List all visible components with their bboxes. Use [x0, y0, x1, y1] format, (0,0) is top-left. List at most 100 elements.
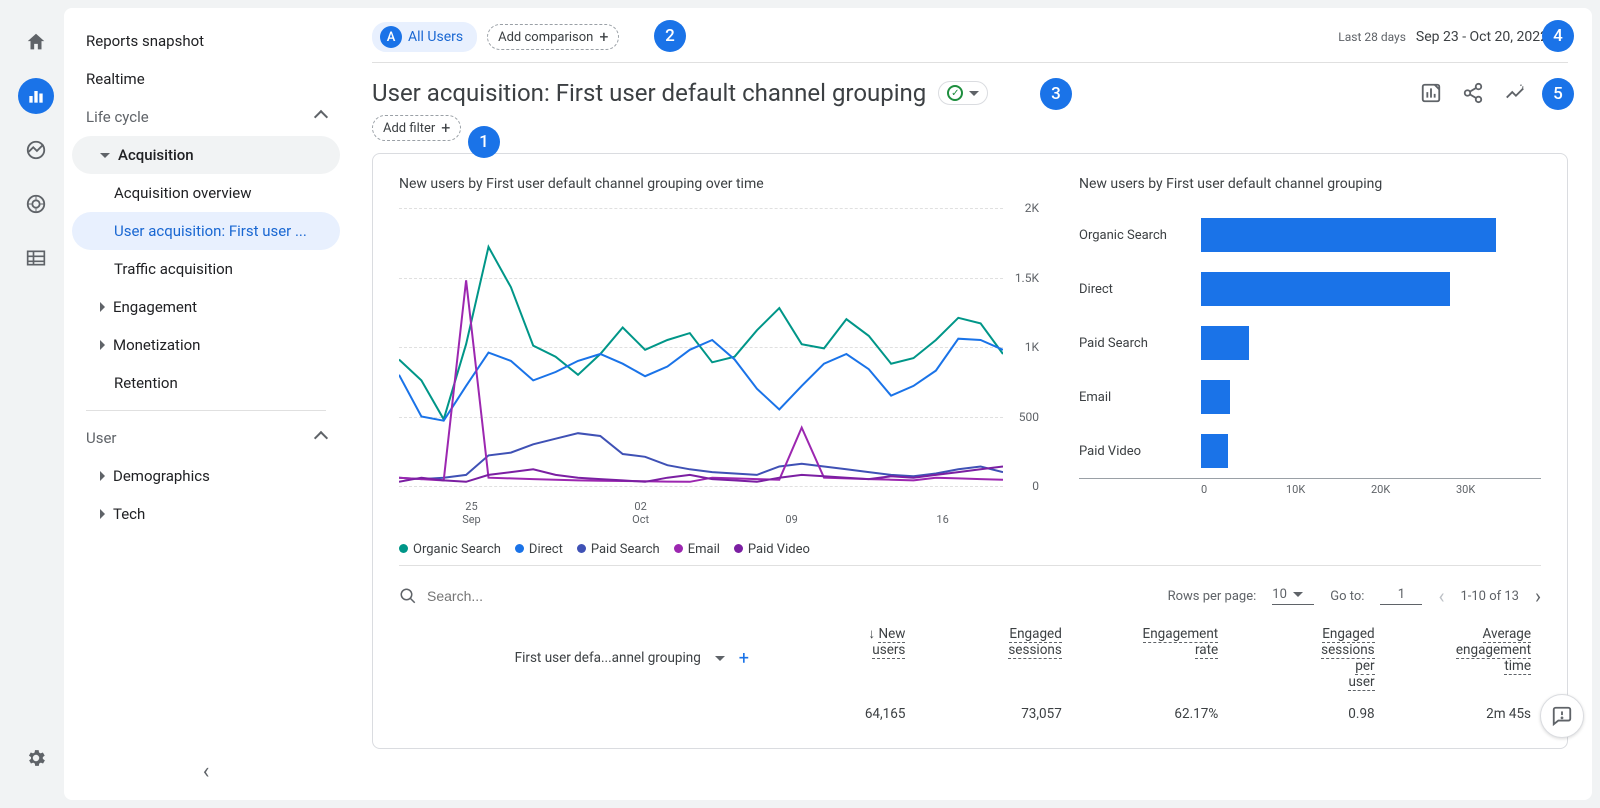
chip-all-users-label: All Users	[408, 29, 463, 45]
explore-icon[interactable]	[18, 132, 54, 168]
add-comparison-label: Add comparison	[498, 30, 593, 45]
bar-fill	[1201, 218, 1496, 252]
annotation-3: 3	[1040, 78, 1072, 110]
table-header[interactable]: ↓ Newusers	[759, 626, 915, 690]
date-range-picker[interactable]: Last 28 days Sep 23 - Oct 20, 2022	[1338, 29, 1568, 45]
sidebar-section-lifecycle[interactable]: Life cycle	[72, 98, 340, 136]
table-header[interactable]: Engagementrate	[1072, 626, 1228, 690]
sidebar-section-user[interactable]: User	[72, 419, 340, 457]
bar-chart-title: New users by First user default channel …	[1079, 176, 1541, 192]
annotation-2: 2	[654, 20, 686, 52]
sidebar-item-user-acq[interactable]: User acquisition: First user ...	[72, 212, 340, 250]
goto-input[interactable]: 1	[1380, 587, 1422, 605]
nav-rail	[8, 8, 64, 800]
sidebar-item-label: Demographics	[113, 467, 210, 485]
table-dimension-selector[interactable]: First user defa...annel grouping +	[399, 626, 759, 690]
table-cell: 64,165	[759, 706, 915, 722]
sidebar-item-label: Monetization	[113, 336, 200, 354]
caret-right-icon	[100, 471, 105, 481]
sidebar-item-traffic-acq[interactable]: Traffic acquisition	[72, 250, 340, 288]
add-dimension-button[interactable]: +	[739, 648, 749, 669]
table-header[interactable]: Engagedsessionsperuser	[1228, 626, 1384, 690]
search-input[interactable]	[427, 588, 627, 604]
goto-label: Go to:	[1330, 589, 1364, 604]
caret-right-icon	[100, 302, 105, 312]
page-range: 1-10 of 13	[1460, 589, 1519, 604]
x-axis-label: 20K	[1371, 483, 1456, 496]
sidebar-section-label: User	[86, 429, 117, 447]
sidebar-item-engagement[interactable]: Engagement	[72, 288, 340, 326]
bar-row: Paid Video	[1079, 424, 1541, 478]
goto-value: 1	[1398, 587, 1405, 602]
chip-all-users[interactable]: A All Users	[372, 22, 477, 52]
status-dropdown[interactable]: ✓	[938, 81, 988, 105]
advertising-icon[interactable]	[18, 186, 54, 222]
table-cell: 2m 45s	[1385, 706, 1541, 722]
y-axis-label: 500	[1019, 410, 1039, 424]
chip-a-badge: A	[380, 26, 402, 48]
chevron-up-icon	[314, 431, 328, 445]
sidebar-item-snapshot[interactable]: Reports snapshot	[72, 22, 340, 60]
x-axis-label: 02Oct	[621, 500, 661, 526]
table-header[interactable]: Averageengagementtime	[1385, 626, 1541, 690]
legend-item[interactable]: Organic Search	[399, 542, 501, 557]
page-title: User acquisition: First user default cha…	[372, 79, 926, 107]
reports-icon[interactable]	[18, 78, 54, 114]
library-icon[interactable]	[18, 240, 54, 276]
bar-label: Organic Search	[1079, 228, 1191, 243]
report-card: New users by First user default channel …	[372, 153, 1568, 749]
prev-page-button[interactable]: ‹	[1438, 584, 1444, 608]
data-table: First user defa...annel grouping +↓ Newu…	[399, 614, 1541, 726]
x-axis-label: 16	[923, 513, 963, 526]
legend-item[interactable]: Email	[674, 542, 720, 557]
sidebar-item-acquisition[interactable]: Acquisition	[72, 136, 340, 174]
x-axis-label: 0	[1201, 483, 1286, 496]
bar-row: Paid Search	[1079, 316, 1541, 370]
next-page-button[interactable]: ›	[1535, 584, 1541, 608]
legend-item[interactable]: Direct	[515, 542, 563, 557]
main-content: A All Users Add comparison + Last 28 day…	[348, 8, 1592, 800]
sidebar-item-demographics[interactable]: Demographics	[72, 457, 340, 495]
table-header[interactable]: Engagedsessions	[915, 626, 1071, 690]
topbar: A All Users Add comparison + Last 28 day…	[372, 8, 1568, 63]
table-cell: 73,057	[915, 706, 1071, 722]
x-axis-label: 25Sep	[451, 500, 491, 526]
caret-down-icon	[100, 153, 110, 158]
line-chart-legend: Organic Search Direct Paid Search Email Paid…	[399, 542, 1039, 557]
annotation-1: 1	[468, 126, 500, 158]
customize-icon[interactable]	[1420, 82, 1442, 104]
chevron-up-icon	[314, 110, 328, 124]
share-icon[interactable]	[1462, 82, 1484, 104]
home-icon[interactable]	[18, 24, 54, 60]
rows-per-page-value: 10	[1272, 587, 1287, 602]
add-comparison-button[interactable]: Add comparison +	[487, 24, 619, 50]
legend-item[interactable]: Paid Search	[577, 542, 660, 557]
add-filter-button[interactable]: Add filter +	[372, 115, 461, 141]
sidebar-item-tech[interactable]: Tech	[72, 495, 340, 533]
sidebar-item-acq-overview[interactable]: Acquisition overview	[72, 174, 340, 212]
sidebar-item-label: Tech	[113, 505, 145, 523]
date-range-preset: Last 28 days	[1338, 30, 1406, 44]
insights-icon[interactable]	[1504, 82, 1526, 104]
annotation-4: 4	[1542, 20, 1574, 52]
sidebar-item-monetization[interactable]: Monetization	[72, 326, 340, 364]
header: User acquisition: First user default cha…	[372, 63, 1568, 115]
x-axis-label: 30K	[1456, 483, 1541, 496]
bar-fill	[1201, 326, 1249, 360]
legend-item[interactable]: Paid Video	[734, 542, 810, 557]
y-axis-label: 0	[1032, 479, 1039, 493]
add-filter-label: Add filter	[383, 121, 435, 136]
bar-label: Paid Video	[1079, 444, 1191, 459]
settings-icon[interactable]	[18, 740, 54, 776]
collapse-sidebar-button[interactable]: ‹	[203, 759, 210, 784]
feedback-button[interactable]	[1540, 694, 1584, 738]
bar-chart: New users by First user default channel …	[1079, 176, 1541, 557]
check-circle-icon: ✓	[947, 85, 963, 101]
sidebar-item-retention[interactable]: Retention	[72, 364, 340, 402]
caret-right-icon	[100, 340, 105, 350]
y-axis-label: 1.5K	[1015, 271, 1039, 285]
rows-per-page-select[interactable]: 10	[1272, 587, 1314, 605]
line-chart-title: New users by First user default channel …	[399, 176, 1039, 192]
x-axis-label: 10K	[1286, 483, 1371, 496]
sidebar-item-realtime[interactable]: Realtime	[72, 60, 340, 98]
